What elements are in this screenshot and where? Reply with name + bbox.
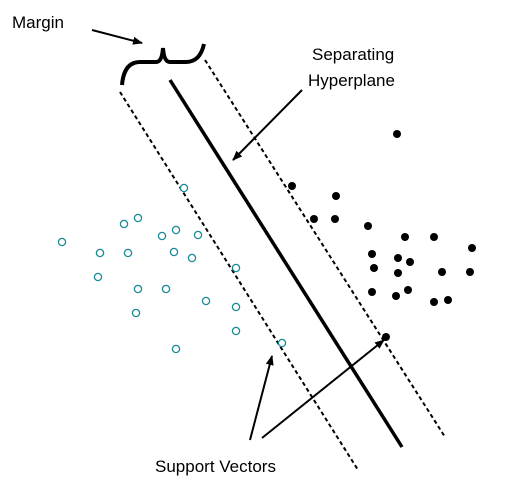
open-point bbox=[231, 326, 241, 336]
margin-line-right bbox=[204, 59, 446, 438]
lines bbox=[119, 59, 446, 471]
filled-point bbox=[394, 269, 402, 277]
filled-point bbox=[466, 268, 474, 276]
open-point bbox=[161, 284, 171, 294]
filled-point bbox=[368, 288, 376, 296]
margin-label: Margin bbox=[12, 13, 64, 32]
open-point bbox=[169, 247, 179, 257]
hyperplane bbox=[168, 79, 404, 448]
filled-point bbox=[444, 296, 452, 304]
filled-point bbox=[368, 250, 376, 258]
open-point bbox=[171, 225, 181, 235]
arrows bbox=[91, 29, 385, 441]
open-point bbox=[119, 219, 129, 229]
support-vectors-label: Support Vectors bbox=[155, 457, 276, 476]
support-arrow-left bbox=[249, 355, 274, 441]
filled-point bbox=[332, 192, 340, 200]
open-point bbox=[57, 237, 67, 247]
open-point bbox=[133, 284, 143, 294]
filled-point bbox=[401, 233, 409, 241]
hyperplane-label: Separating bbox=[312, 45, 394, 64]
filled-point bbox=[468, 244, 476, 252]
open-point bbox=[93, 272, 103, 282]
filled-point bbox=[394, 254, 402, 262]
filled-point bbox=[370, 264, 378, 272]
margin-arrow bbox=[91, 29, 143, 45]
open-point bbox=[131, 308, 141, 318]
open-point bbox=[193, 230, 203, 240]
open-point bbox=[179, 183, 189, 193]
filled-point bbox=[430, 233, 438, 241]
open-point bbox=[231, 263, 241, 273]
open-point bbox=[171, 344, 181, 354]
hyperplane-label: Hyperplane bbox=[308, 71, 395, 90]
class-b-points bbox=[288, 130, 476, 341]
support-arrow-right bbox=[261, 339, 385, 439]
open-point bbox=[201, 296, 211, 306]
filled-point bbox=[406, 258, 414, 266]
filled-point bbox=[392, 292, 400, 300]
hyperplane-arrow bbox=[232, 89, 303, 161]
open-point bbox=[123, 248, 133, 258]
open-point bbox=[231, 302, 241, 312]
open-point bbox=[157, 231, 167, 241]
margin-line-left bbox=[119, 91, 359, 471]
open-point bbox=[133, 213, 143, 223]
filled-point bbox=[404, 286, 412, 294]
open-point bbox=[187, 253, 197, 263]
margin-brace bbox=[120, 43, 206, 86]
filled-point bbox=[288, 182, 296, 190]
filled-point bbox=[331, 215, 339, 223]
open-point bbox=[95, 248, 105, 258]
filled-point bbox=[438, 268, 446, 276]
open-point bbox=[277, 338, 287, 348]
class-a-points bbox=[57, 183, 287, 354]
filled-point bbox=[430, 298, 438, 306]
filled-point bbox=[382, 333, 390, 341]
filled-point bbox=[364, 222, 372, 230]
filled-point bbox=[310, 215, 318, 223]
filled-point bbox=[393, 130, 401, 138]
